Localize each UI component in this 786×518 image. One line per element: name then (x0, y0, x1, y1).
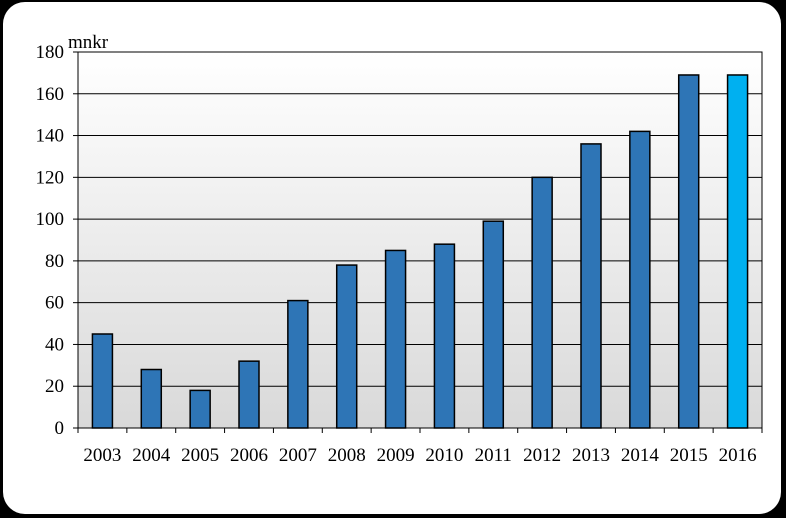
bar-2005 (189, 389, 211, 429)
y-tick-label: 180 (36, 42, 65, 63)
bar-2011 (482, 220, 505, 429)
y-tick-label: 100 (36, 209, 65, 230)
x-tick-label: 2012 (523, 445, 561, 466)
x-tick-label: 2016 (719, 445, 757, 466)
y-axis-ticks: 0 20 40 60 80 100 120 140 160 180 (36, 42, 78, 439)
bar-2008 (335, 264, 358, 429)
unit-label: mnkr (68, 32, 109, 53)
x-tick-label: 2004 (132, 445, 171, 466)
y-tick-label: 20 (45, 376, 64, 397)
y-tick-label: 0 (55, 418, 65, 439)
x-tick-label: 2007 (279, 445, 317, 466)
bar-2003 (91, 333, 114, 429)
bar-2012 (531, 176, 553, 429)
y-tick-label: 60 (45, 293, 64, 314)
x-tick-label: 2013 (572, 445, 610, 466)
bar-2004 (140, 368, 163, 429)
x-tick-label: 2005 (181, 445, 219, 466)
x-tick-label: 2006 (230, 445, 268, 466)
plot-area (77, 51, 763, 429)
x-tick-label: 2015 (670, 445, 708, 466)
y-tick-label: 120 (36, 167, 65, 188)
y-tick-label: 140 (36, 126, 65, 147)
x-tick-label: 2003 (83, 445, 121, 466)
y-tick-label: 80 (45, 251, 64, 272)
y-tick-label: 40 (45, 334, 64, 355)
bar-2015 (677, 74, 700, 429)
bar-2016 (726, 74, 749, 429)
bar-2013 (580, 143, 602, 429)
y-tick-label: 160 (36, 84, 65, 105)
bar-2010 (433, 243, 456, 429)
bar-2007 (287, 299, 309, 429)
x-tick-label: 2010 (425, 445, 463, 466)
x-tick-label: 2014 (621, 445, 660, 466)
x-tick-label: 2008 (328, 445, 366, 466)
bar-2006 (238, 360, 260, 429)
bar-2014 (629, 130, 651, 429)
x-tick-label: 2011 (475, 445, 512, 466)
x-axis-ticks: 2003 2004 2005 2006 2007 2008 2009 2010 2011 2012… (77, 428, 763, 466)
x-tick-label: 2009 (377, 445, 415, 466)
bar-2009 (384, 249, 407, 429)
bars (91, 74, 749, 429)
